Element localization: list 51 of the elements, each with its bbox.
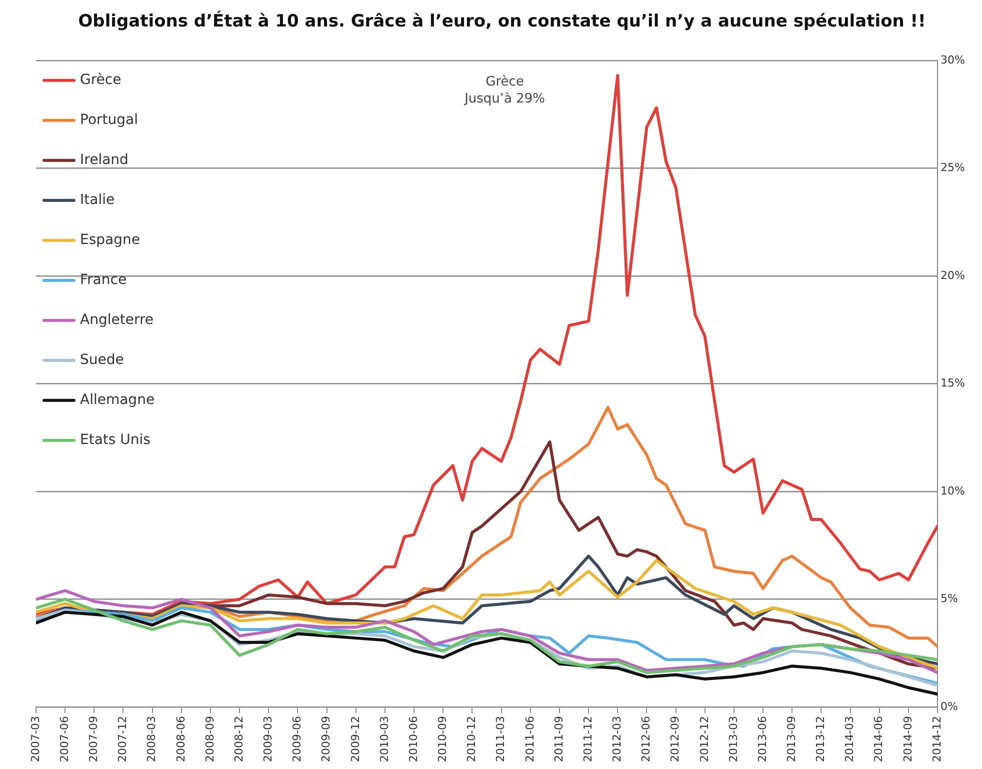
x-tick-label: 2008-12 xyxy=(232,716,246,762)
chart-title: Obligations d’État à 10 ans. Grâce à l’euro, on constate qu’il n’y a aucune spéculation !! xyxy=(78,10,926,32)
x-tick-label: 2014-03 xyxy=(843,716,856,762)
y-tick-label: 25% xyxy=(940,161,966,174)
x-tick-label: 2011-06 xyxy=(523,716,536,762)
x-tick-label: 2009-09 xyxy=(320,716,333,762)
legend-label: Angleterre xyxy=(80,312,154,328)
x-tick-label: 2009-12 xyxy=(348,716,362,762)
x-tick-label: 2014-06 xyxy=(872,716,886,762)
x-tick-label: 2009-03 xyxy=(262,716,275,762)
x-tick-label: 2011-09 xyxy=(552,716,566,762)
legend-label: Etats Unis xyxy=(80,432,150,448)
x-tick-label: 2010-06 xyxy=(406,716,420,762)
legend-label: Portugal xyxy=(80,112,138,128)
legend-label: Grèce xyxy=(80,72,122,88)
legend-label: France xyxy=(80,272,127,288)
x-tick-label: 2007-09 xyxy=(87,716,100,762)
x-tick-label: 2012-12 xyxy=(698,716,711,762)
annotation: Grèce Jusqu’à 29% xyxy=(464,74,546,106)
y-tick-label: 30% xyxy=(940,53,966,66)
legend-label: Suede xyxy=(80,352,124,368)
x-tick-label: 2009-06 xyxy=(290,716,304,762)
y-tick-label: 20% xyxy=(940,268,966,282)
legend-label: Allemagne xyxy=(80,392,155,408)
x-tick-label: 2013-12 xyxy=(814,716,828,762)
x-tick-label: 2012-06 xyxy=(640,716,653,762)
x-tick-label: 2014-09 xyxy=(901,716,914,762)
y-tick-label: 0% xyxy=(940,700,958,713)
y-tick-label: 15% xyxy=(940,376,966,390)
x-tick-label: 2008-09 xyxy=(203,716,216,762)
x-tick-label: 2012-03 xyxy=(610,716,624,762)
x-tick-label: 2013-03 xyxy=(726,716,740,762)
x-tick-label: 2007-03 xyxy=(28,716,42,762)
y-tick-label: 10% xyxy=(940,484,966,498)
x-tick-label: 2011-12 xyxy=(581,716,594,762)
x-tick-label: 2012-09 xyxy=(668,716,682,762)
x-tick-label: 2011-03 xyxy=(494,716,508,762)
x-tick-label: 2010-12 xyxy=(465,716,478,762)
legend-label: Espagne xyxy=(80,232,140,248)
x-tick-label: 2010-09 xyxy=(436,716,450,762)
legend-label: Italie xyxy=(80,192,115,208)
x-tick-label: 2008-06 xyxy=(174,716,188,762)
y-tick-label: 5% xyxy=(940,592,958,606)
x-tick-label: 2013-09 xyxy=(785,716,798,762)
x-tick-label: 2013-06 xyxy=(756,716,769,762)
x-tick-label: 2010-03 xyxy=(378,716,391,762)
x-tick-label: 2008-03 xyxy=(145,716,158,762)
x-tick-label: 2007-12 xyxy=(116,716,130,762)
legend-label: Ireland xyxy=(80,152,128,168)
x-tick-label: 2014-12 xyxy=(930,716,944,762)
x-tick-label: 2007-06 xyxy=(58,716,71,762)
